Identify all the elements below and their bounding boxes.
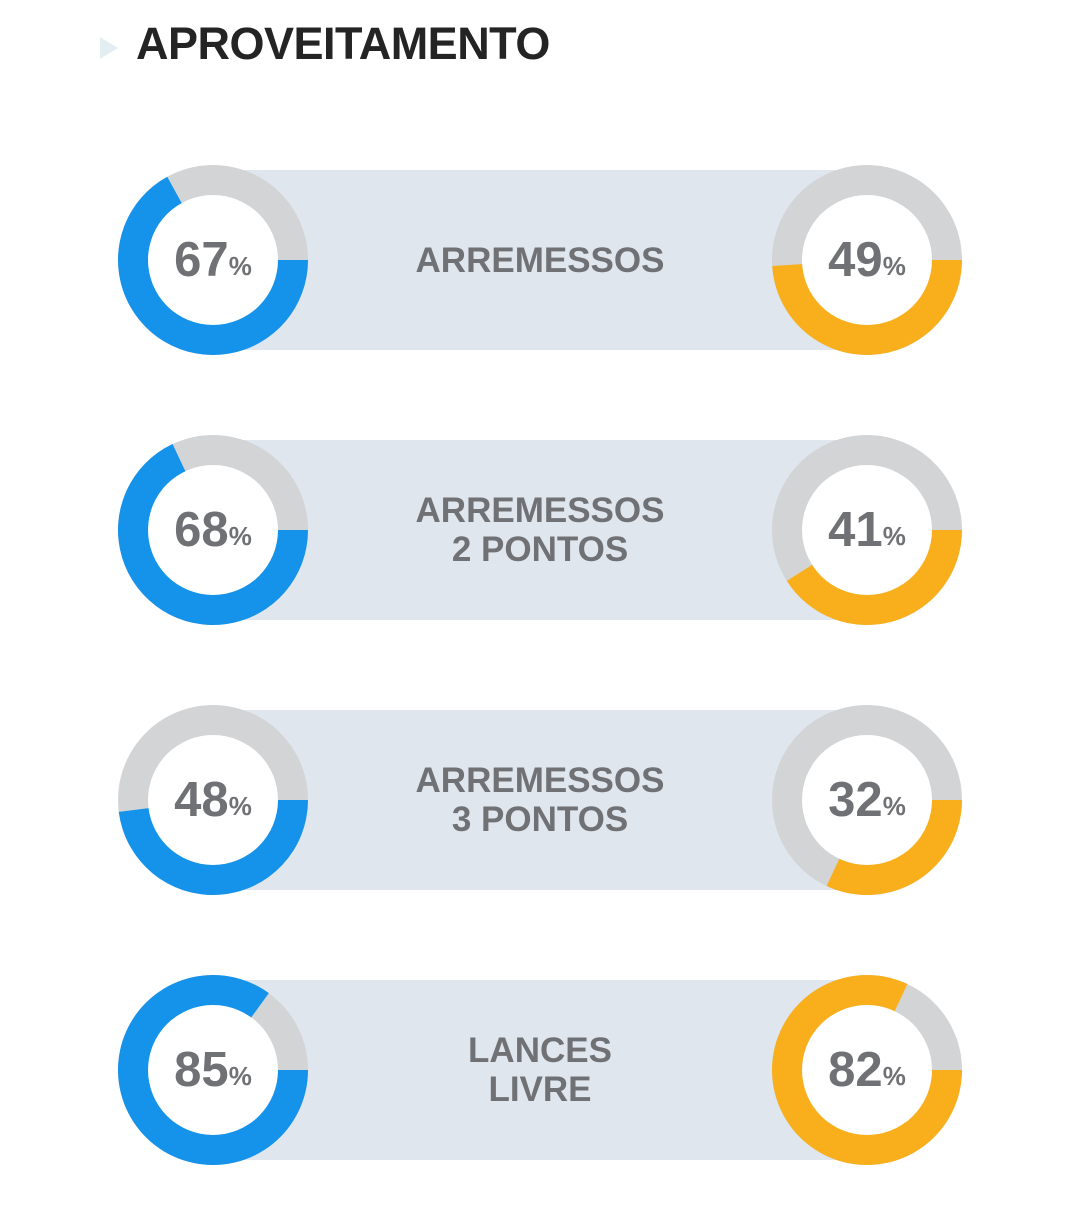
donut-chart: 85%	[118, 975, 308, 1165]
percent-value: 49	[828, 232, 883, 287]
percent-value: 32	[828, 772, 883, 827]
stat-row: ARREMESSOS 67% 49%	[118, 165, 962, 355]
donut-center: 49%	[802, 195, 932, 325]
donut-chart: 48%	[118, 705, 308, 895]
stat-row: ARREMESSOS 2 PONTOS 68% 41%	[118, 435, 962, 625]
donut-center: 82%	[802, 1005, 932, 1135]
percent-sign: %	[882, 791, 906, 821]
donut-chart: 67%	[118, 165, 308, 355]
percent-value: 48	[174, 772, 229, 827]
percent-sign: %	[228, 791, 252, 821]
stat-label: LANCES LIVRE	[468, 1031, 612, 1109]
donut-chart: 49%	[772, 165, 962, 355]
row-band	[212, 710, 868, 890]
stat-label: ARREMESSOS 2 PONTOS	[415, 491, 665, 569]
percent-sign: %	[882, 521, 906, 551]
percent-sign: %	[228, 1061, 252, 1091]
donut-center: 68%	[148, 465, 278, 595]
percent-sign: %	[228, 251, 252, 281]
percent-sign: %	[228, 521, 252, 551]
stat-row: ARREMESSOS 3 PONTOS 48% 32%	[118, 705, 962, 895]
donut-chart: 68%	[118, 435, 308, 625]
stat-label: ARREMESSOS 3 PONTOS	[415, 761, 665, 839]
donut-center: 41%	[802, 465, 932, 595]
percent-value: 68	[174, 502, 229, 557]
donut-center: 32%	[802, 735, 932, 865]
stat-row: LANCES LIVRE 85% 82%	[118, 975, 962, 1165]
percent-value: 82	[828, 1042, 883, 1097]
percent-value: 41	[828, 502, 883, 557]
percent-value: 85	[174, 1042, 229, 1097]
donut-center: 48%	[148, 735, 278, 865]
row-band	[212, 440, 868, 620]
donut-chart: 82%	[772, 975, 962, 1165]
section-header: APROVEITAMENTO	[100, 18, 550, 70]
stat-label: ARREMESSOS	[415, 240, 665, 280]
percent-sign: %	[882, 1061, 906, 1091]
row-band	[212, 980, 868, 1160]
row-band	[212, 170, 868, 350]
donut-center: 85%	[148, 1005, 278, 1135]
donut-chart: 32%	[772, 705, 962, 895]
section-title: APROVEITAMENTO	[136, 18, 550, 69]
donut-chart: 41%	[772, 435, 962, 625]
percent-sign: %	[882, 251, 906, 281]
donut-center: 67%	[148, 195, 278, 325]
triangle-marker-icon	[100, 37, 118, 59]
percent-value: 67	[174, 232, 229, 287]
